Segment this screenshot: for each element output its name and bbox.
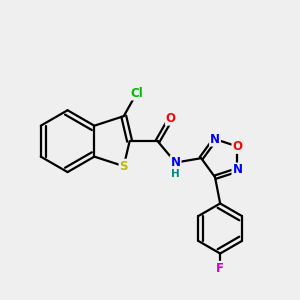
Text: Cl: Cl [130, 87, 143, 100]
Text: N: N [210, 133, 220, 146]
Text: O: O [166, 112, 176, 125]
Text: O: O [232, 140, 242, 153]
Text: H: H [171, 169, 180, 179]
Text: S: S [119, 160, 128, 173]
Text: N: N [171, 156, 181, 169]
Text: F: F [216, 262, 224, 275]
Text: N: N [232, 164, 242, 176]
